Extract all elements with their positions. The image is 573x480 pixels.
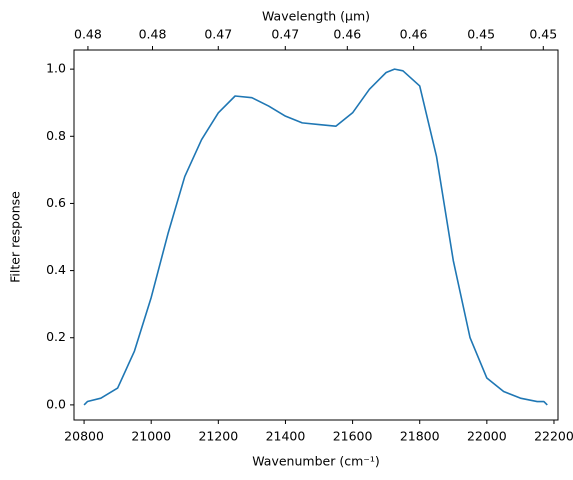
x2-tick-label: 0.48	[74, 27, 102, 42]
y-tick-label: 0.2	[46, 329, 66, 344]
x2-tick-label: 0.46	[400, 27, 428, 42]
plot-frame	[73, 49, 559, 421]
x-axis-label: Wavenumber (cm⁻¹)	[252, 454, 379, 469]
series-line	[83, 68, 548, 406]
x-tick-label: 22200	[534, 429, 573, 444]
x2-tick-label: 0.48	[139, 27, 167, 42]
x-tick-label: 21800	[400, 429, 440, 444]
x2-tick-label: 0.47	[204, 27, 232, 42]
x-tick-label: 21600	[333, 429, 373, 444]
y-tick-label: 0.8	[46, 128, 66, 143]
x-tick-label: 21000	[131, 429, 171, 444]
x2-axis-label: Wavelength (μm)	[262, 9, 370, 24]
x-tick-label: 22000	[467, 429, 507, 444]
y-tick-label: 1.0	[46, 61, 66, 76]
x-tick-label: 20800	[64, 429, 104, 444]
x2-tick-label: 0.46	[333, 27, 361, 42]
x2-tick-label: 0.45	[529, 27, 557, 42]
x2-tick-label: 0.45	[467, 27, 495, 42]
y-axis-label: Filter response	[8, 191, 23, 283]
x2-tick-label: 0.47	[271, 27, 299, 42]
y-tick-label: 0.4	[46, 262, 66, 277]
y-tick-label: 0.0	[46, 396, 66, 411]
y-tick-label: 0.6	[46, 195, 66, 210]
x-tick-label: 21200	[198, 429, 238, 444]
x-tick-label: 21400	[266, 429, 306, 444]
